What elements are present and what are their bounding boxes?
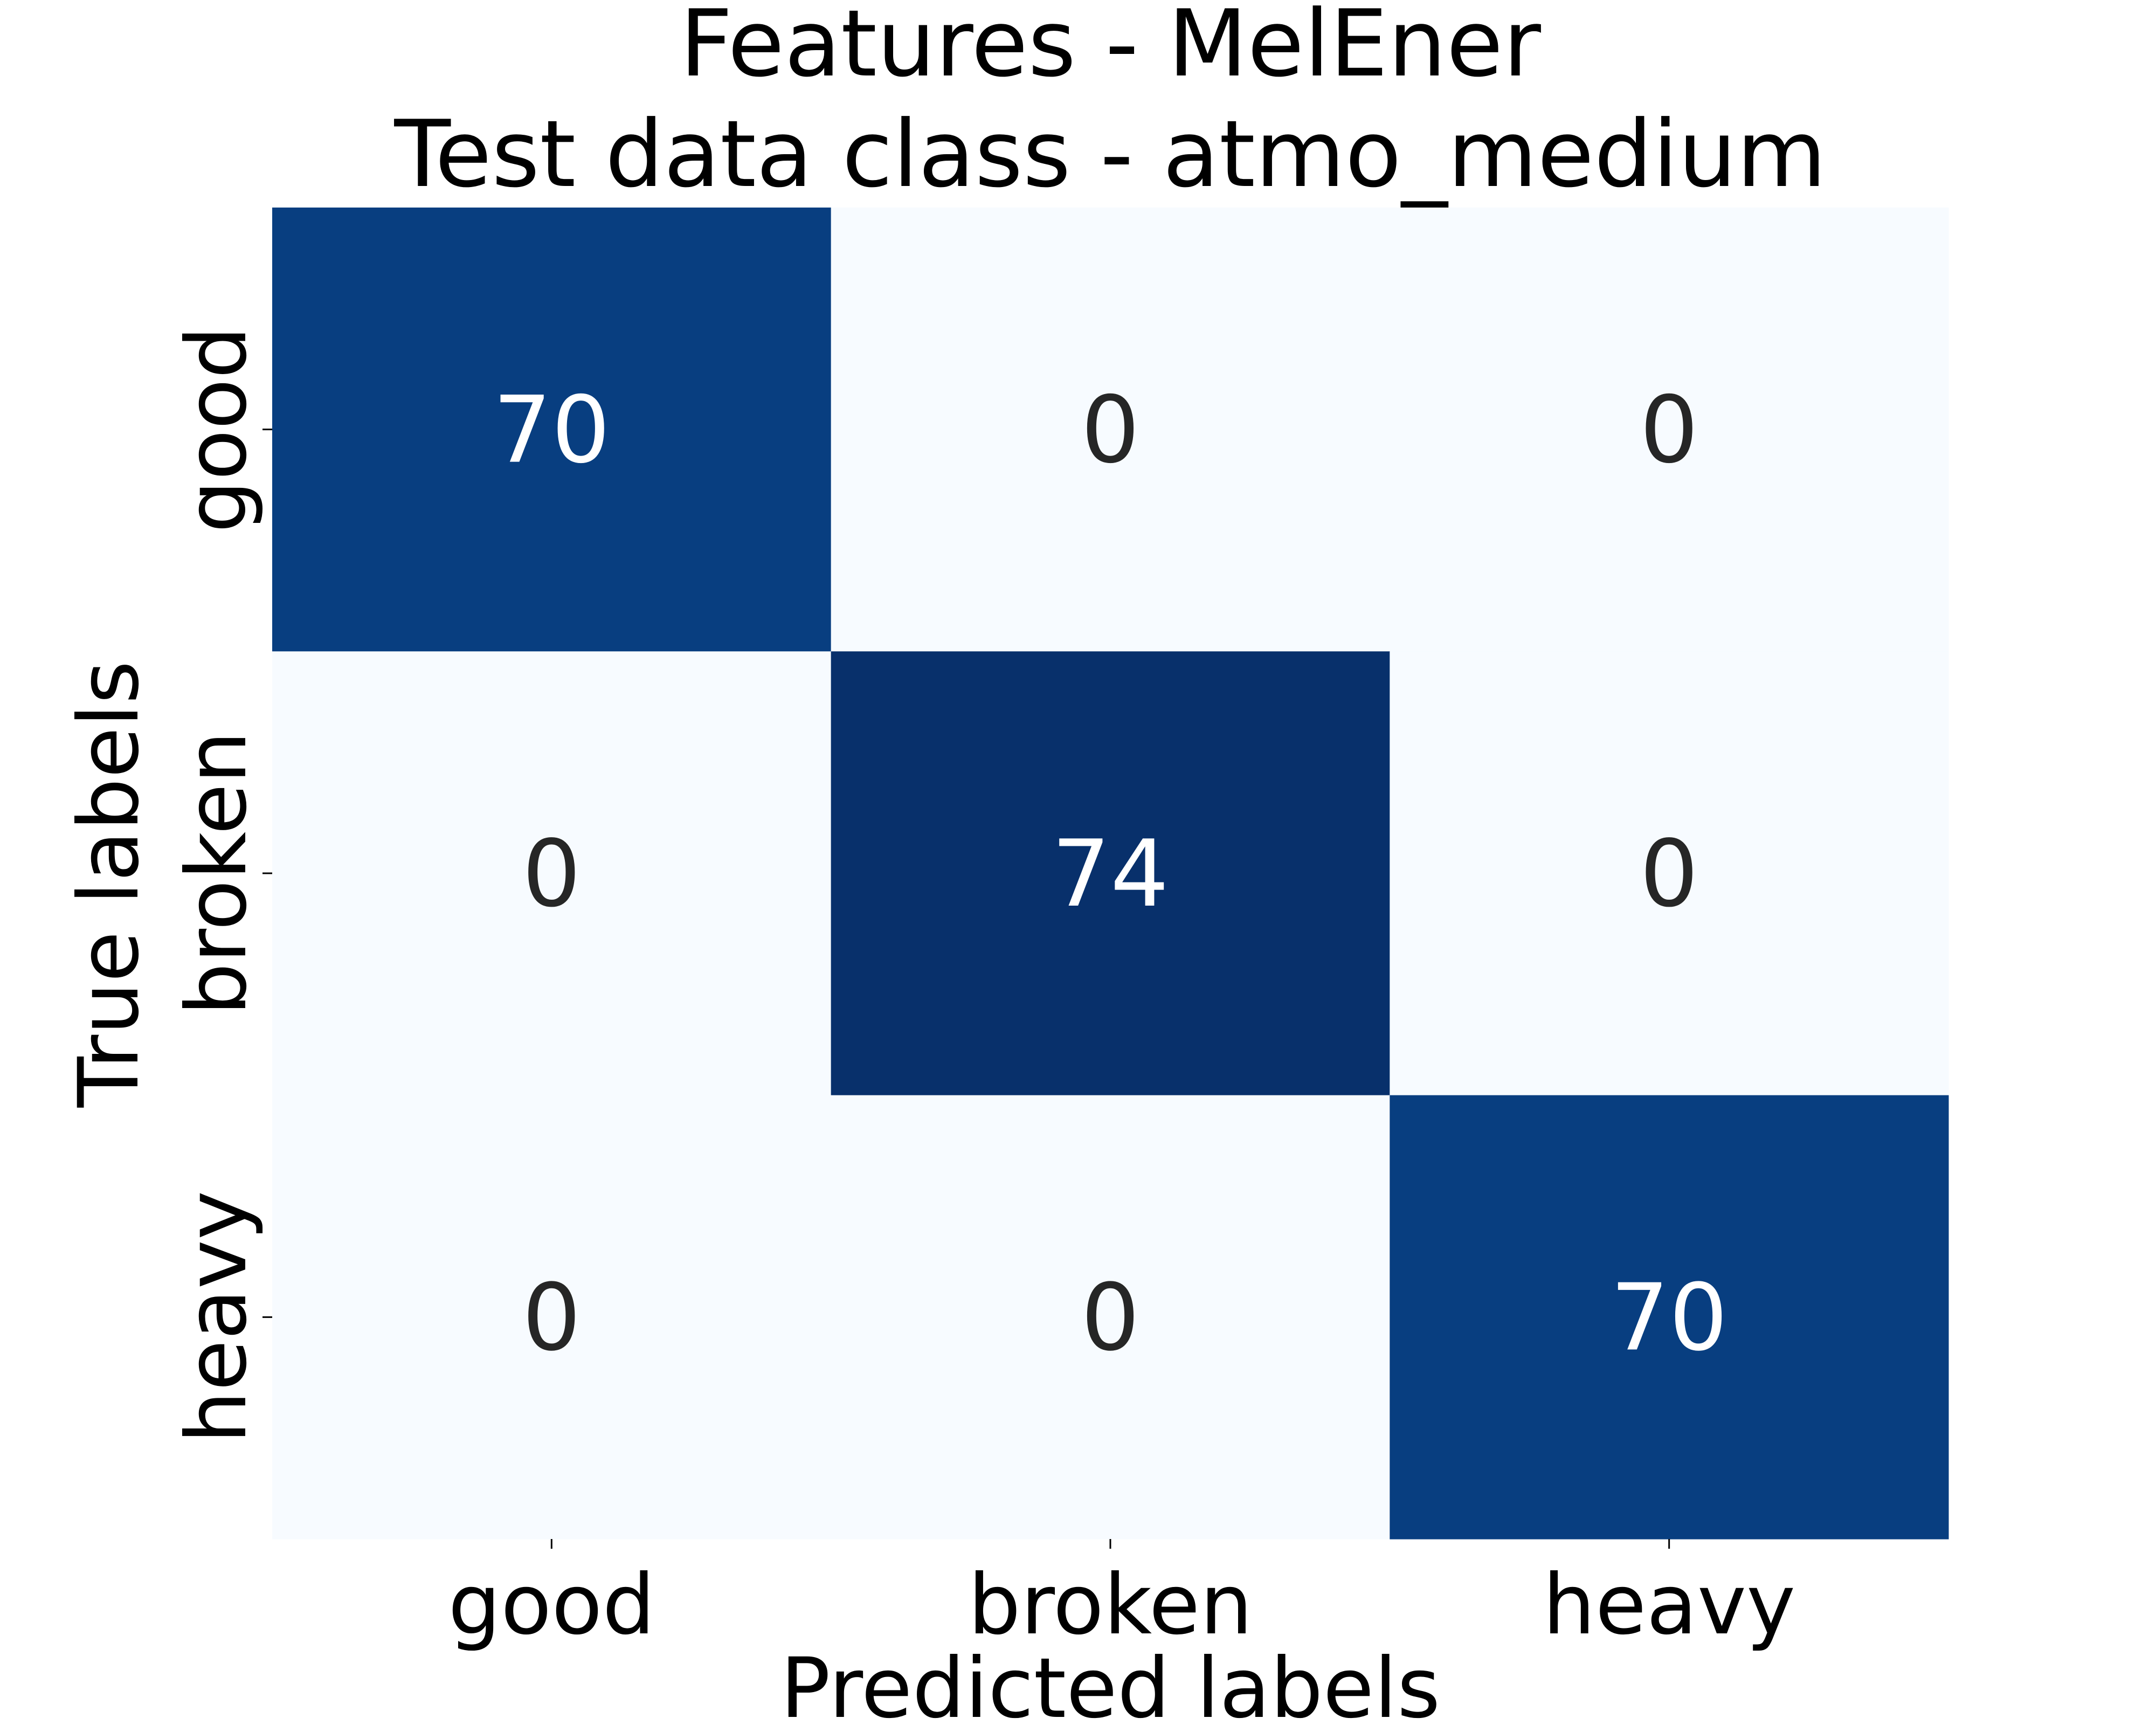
- cell-value-heavy-heavy: 70: [1611, 1264, 1728, 1371]
- y-axis-label: True labels: [61, 661, 157, 1108]
- y-tick-label-good: good: [169, 326, 265, 533]
- heatmap-cell-heavy-good: [272, 1095, 832, 1540]
- cell-value-heavy-broken: 0: [1081, 1264, 1140, 1371]
- cell-value-good-good: 70: [493, 377, 611, 484]
- y-tick-label-broken: broken: [169, 731, 265, 1016]
- heatmap-cell-broken-heavy: [1390, 651, 1949, 1096]
- x-tick-label-heavy: heavy: [1543, 1557, 1795, 1653]
- heatmap-cell-good-broken: [831, 208, 1390, 652]
- x-axis-label: Predicted labels: [780, 1640, 1441, 1725]
- chart-title-line-1: Features - MelEner: [680, 0, 1542, 98]
- y-tick-label-heavy: heavy: [169, 1191, 265, 1444]
- heatmap-cell-heavy-broken: [831, 1095, 1390, 1540]
- heatmap-cell-good-good: [272, 208, 832, 652]
- heatmap-cell-heavy-heavy: [1390, 1095, 1949, 1540]
- heatmap-cell-broken-broken: [831, 651, 1390, 1096]
- chart-title-line-2: Test data class - atmo_medium: [394, 101, 1827, 208]
- heatmap-cell-good-heavy: [1390, 208, 1949, 652]
- cell-value-broken-heavy: 0: [1640, 820, 1698, 928]
- heatmap-cell-broken-good: [272, 651, 832, 1096]
- cell-value-heavy-good: 0: [522, 1264, 581, 1371]
- heatmap-cell-labels: 70 0 0 0 74 0 0 0 70: [493, 377, 1728, 1372]
- heatmap-cells: [272, 208, 1949, 1540]
- cell-value-good-broken: 0: [1081, 377, 1140, 484]
- cell-value-good-heavy: 0: [1640, 377, 1698, 484]
- x-axis-ticks: good broken heavy: [448, 1539, 1795, 1653]
- y-axis-ticks: good broken heavy: [169, 326, 272, 1444]
- cell-value-broken-broken: 74: [1052, 820, 1169, 928]
- x-tick-label-good: good: [448, 1557, 655, 1653]
- x-tick-label-broken: broken: [968, 1557, 1253, 1653]
- cell-value-broken-good: 0: [522, 820, 581, 928]
